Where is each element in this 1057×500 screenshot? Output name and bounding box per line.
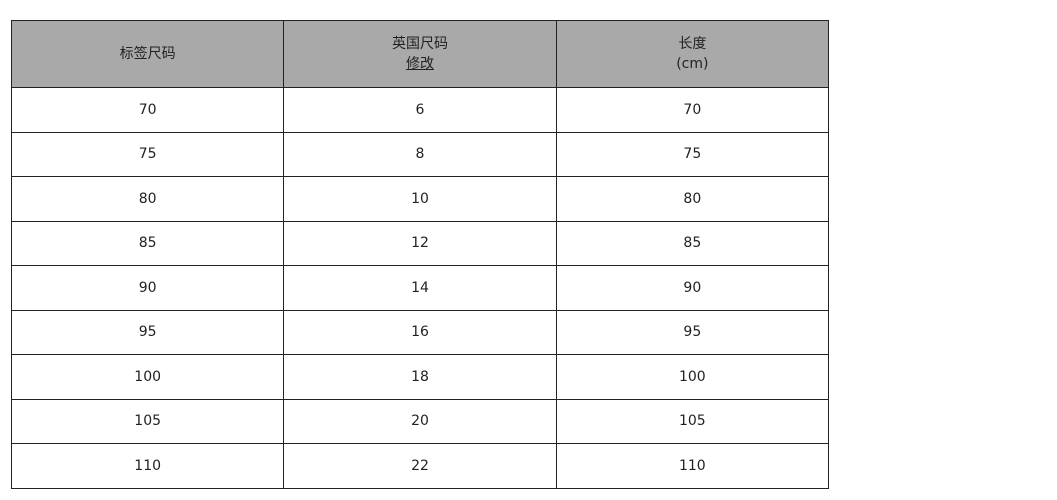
label-size-cell: 100 <box>10 354 285 400</box>
label-size-cell: 80 <box>10 176 285 222</box>
table-row: 100 18 100 <box>10 354 830 400</box>
label-size-cell: 105 <box>10 398 285 444</box>
table-row: 90 14 90 <box>10 265 830 311</box>
table-row: 105 20 105 <box>10 398 830 444</box>
table-row: 75 8 75 <box>10 131 830 177</box>
table-row: 110 22 110 <box>10 443 830 489</box>
length-cell: 105 <box>555 398 830 444</box>
table-row: 80 10 80 <box>10 176 830 222</box>
length-cell: 100 <box>555 354 830 400</box>
header-label-size: 标签尺码 <box>10 20 285 88</box>
table-row: 95 16 95 <box>10 309 830 355</box>
table-row: 70 6 70 <box>10 87 830 133</box>
label-size-cell: 90 <box>10 265 285 311</box>
uk-size-cell: 12 <box>283 220 557 266</box>
length-cell: 70 <box>555 87 830 133</box>
uk-size-cell: 20 <box>283 398 557 444</box>
label-size-cell: 95 <box>10 309 285 355</box>
length-cell: 110 <box>555 443 830 489</box>
table-row: 85 12 85 <box>10 220 830 266</box>
uk-size-cell: 8 <box>283 131 557 177</box>
label-size-cell: 85 <box>10 220 285 266</box>
label-size-cell: 75 <box>10 131 285 177</box>
label-size-cell: 70 <box>10 87 285 133</box>
length-cell: 75 <box>555 131 830 177</box>
uk-size-cell: 22 <box>283 443 557 489</box>
uk-size-cell: 18 <box>283 354 557 400</box>
uk-size-cell: 10 <box>283 176 557 222</box>
length-cell: 80 <box>555 176 830 222</box>
header-row: 标签尺码 英国尺码 修改 长度 (cm) <box>10 20 830 88</box>
length-cell: 85 <box>555 220 830 266</box>
uk-size-cell: 6 <box>283 87 557 133</box>
modify-link[interactable]: 修改 <box>405 56 434 72</box>
label-size-cell: 110 <box>10 443 285 489</box>
length-cell: 95 <box>555 309 830 355</box>
length-cell: 90 <box>555 265 830 311</box>
size-chart-table: 标签尺码 英国尺码 修改 长度 (cm) 70 6 70 75 8 75 80 10 80 85 12 8… <box>10 20 830 489</box>
uk-size-cell: 14 <box>283 265 557 311</box>
header-uk-size: 英国尺码 修改 <box>283 20 557 88</box>
header-length: 长度 (cm) <box>555 20 830 88</box>
uk-size-cell: 16 <box>283 309 557 355</box>
